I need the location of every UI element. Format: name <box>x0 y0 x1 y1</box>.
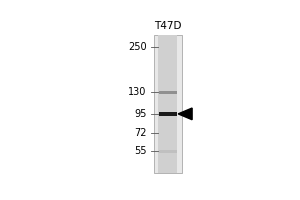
Text: 95: 95 <box>134 109 147 119</box>
Bar <box>159 150 176 153</box>
Text: 250: 250 <box>128 42 147 52</box>
Bar <box>158 35 177 173</box>
Text: 72: 72 <box>134 128 147 138</box>
Bar <box>154 35 182 173</box>
Bar <box>159 112 176 116</box>
Text: T47D: T47D <box>154 21 182 31</box>
Bar <box>159 91 176 94</box>
Polygon shape <box>178 108 192 120</box>
Text: 130: 130 <box>128 87 147 97</box>
Text: 55: 55 <box>134 146 147 156</box>
